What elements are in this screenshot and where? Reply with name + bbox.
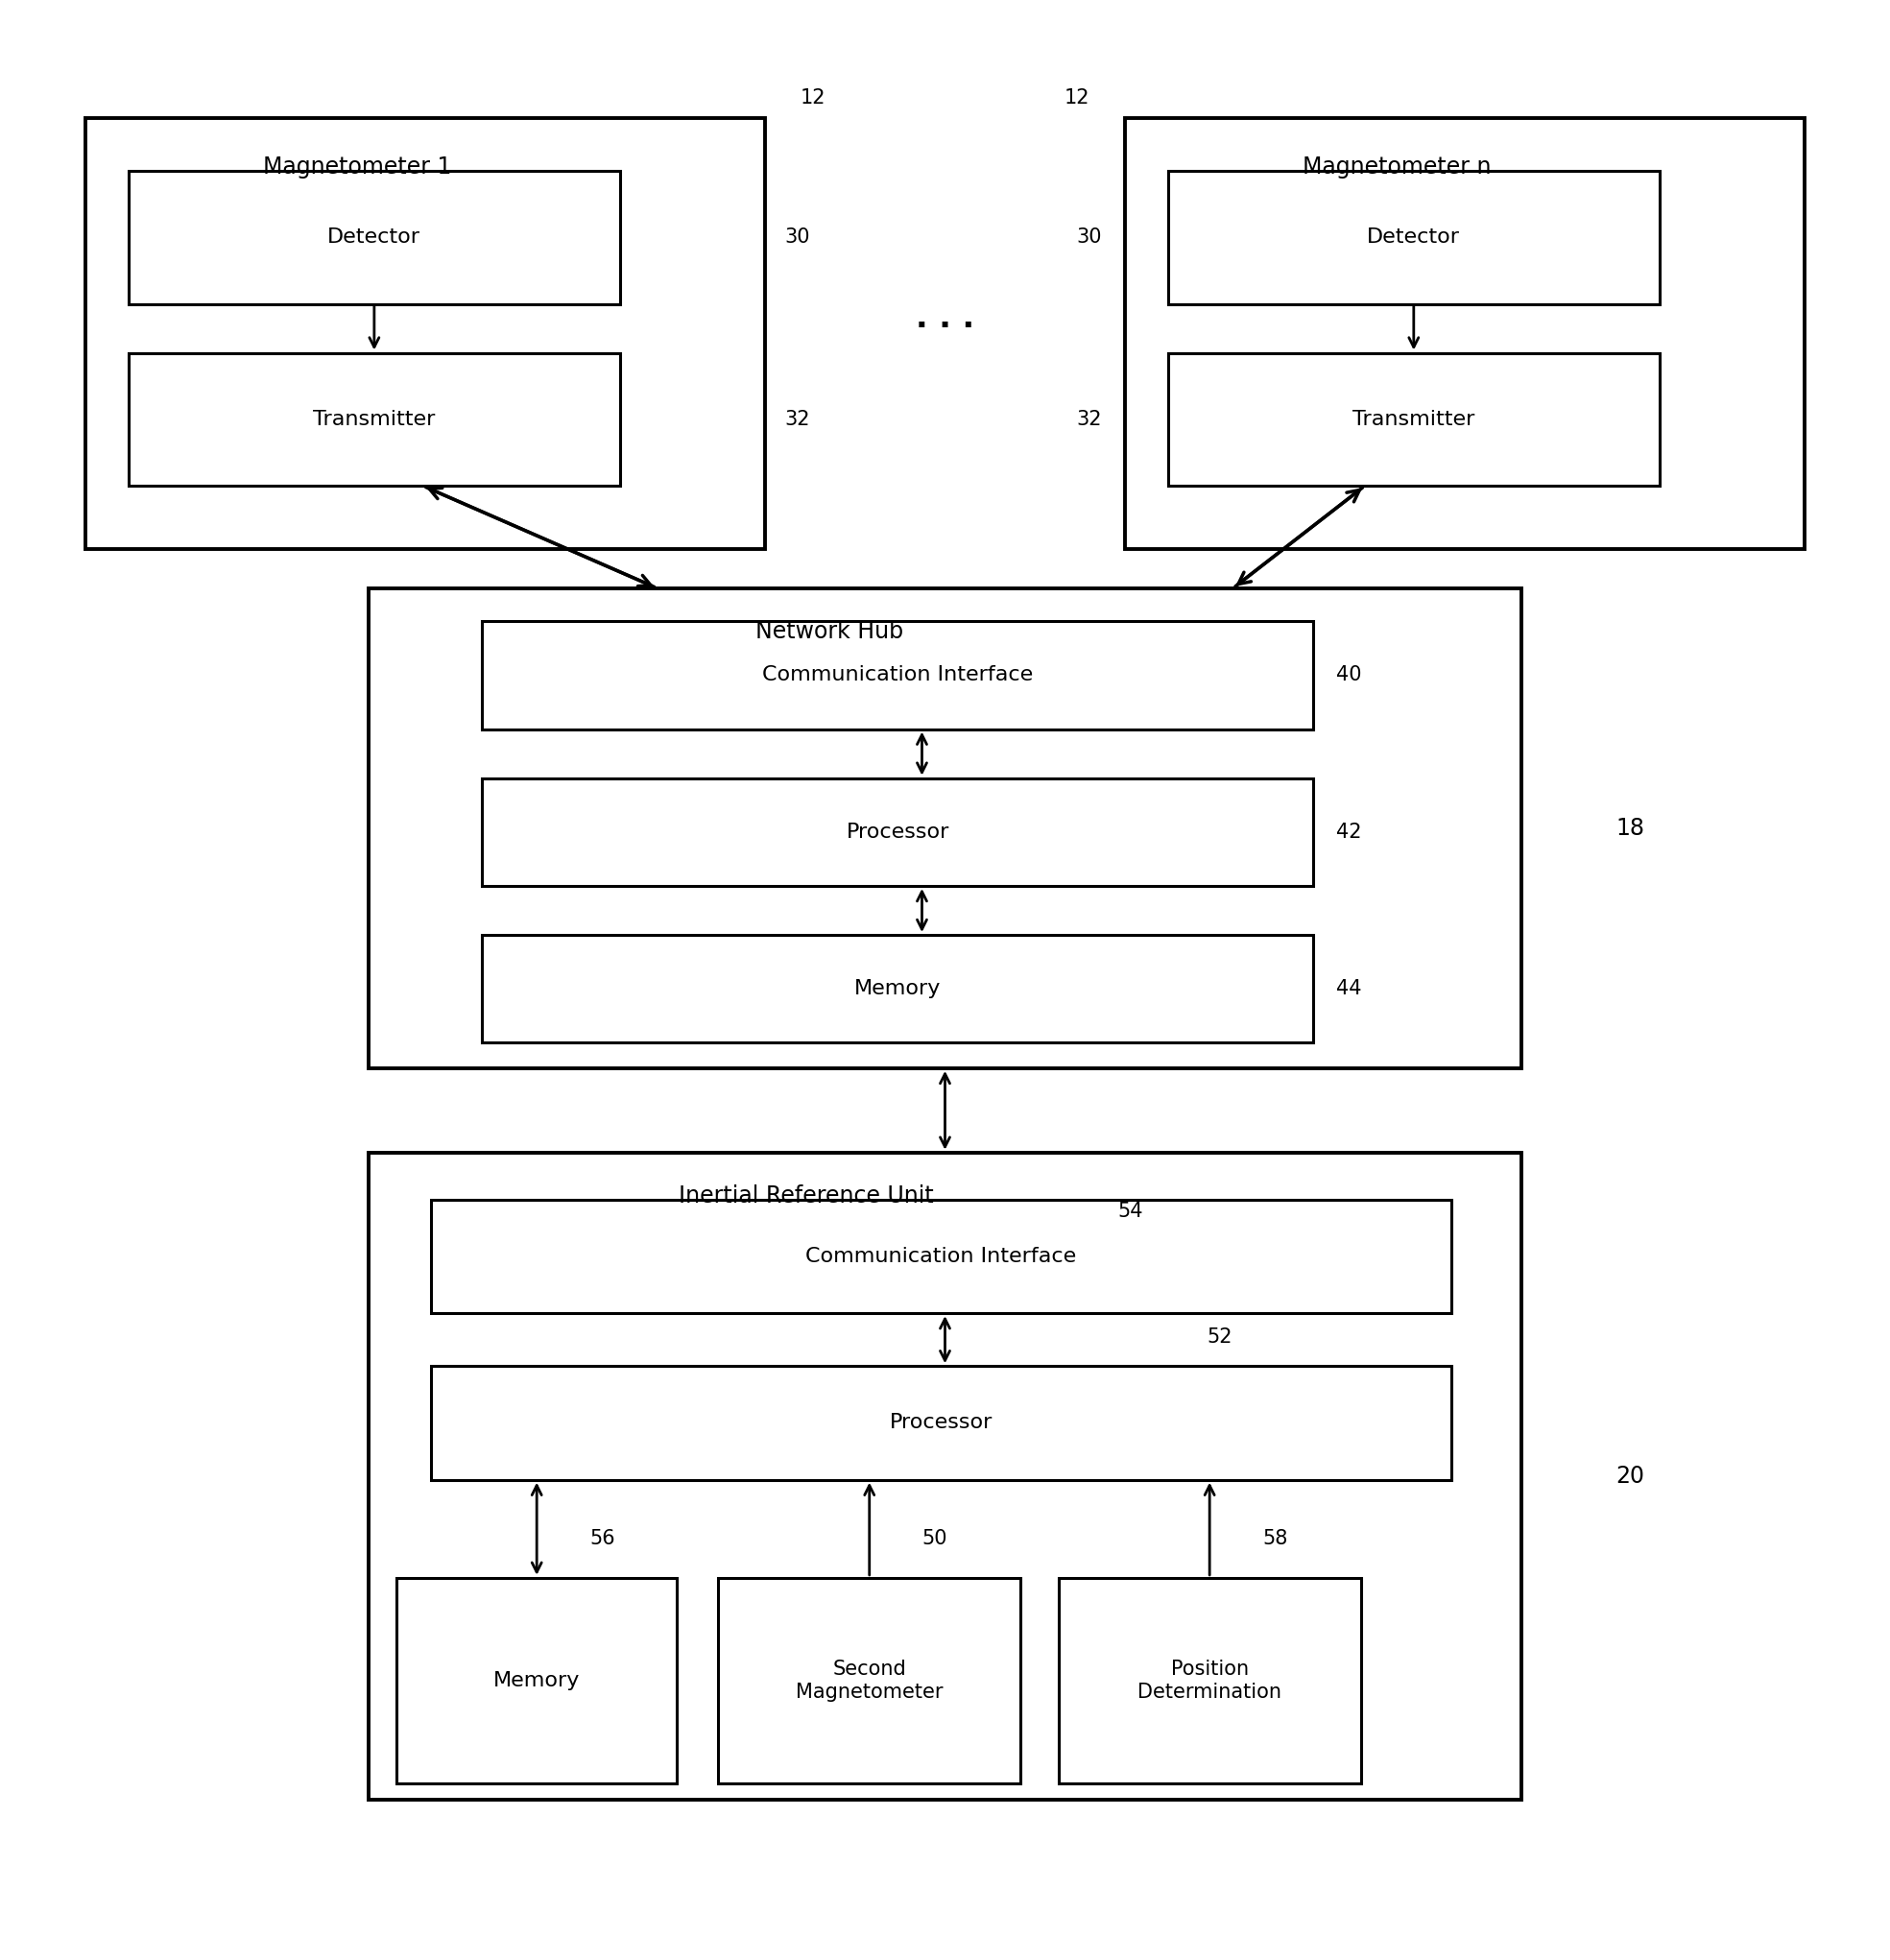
Text: Transmitter: Transmitter — [314, 410, 435, 429]
FancyBboxPatch shape — [718, 1578, 1021, 1784]
FancyBboxPatch shape — [1168, 171, 1659, 304]
Text: 12: 12 — [799, 88, 826, 108]
Text: Transmitter: Transmitter — [1353, 410, 1474, 429]
Text: 52: 52 — [1206, 1327, 1232, 1347]
FancyBboxPatch shape — [129, 353, 620, 486]
Text: Position
Determination: Position Determination — [1138, 1660, 1281, 1701]
Text: 44: 44 — [1336, 980, 1361, 998]
Text: Communication Interface: Communication Interface — [762, 666, 1034, 684]
Text: 30: 30 — [784, 227, 809, 247]
Text: Processor: Processor — [847, 823, 949, 841]
FancyBboxPatch shape — [482, 935, 1314, 1043]
Text: 54: 54 — [1119, 1201, 1143, 1221]
Text: Detector: Detector — [327, 227, 421, 247]
Text: 32: 32 — [784, 410, 809, 429]
FancyBboxPatch shape — [369, 1152, 1521, 1799]
Text: 40: 40 — [1336, 666, 1361, 684]
Text: 42: 42 — [1336, 823, 1361, 841]
Text: Network Hub: Network Hub — [756, 619, 903, 643]
FancyBboxPatch shape — [397, 1578, 677, 1784]
Text: 12: 12 — [1064, 88, 1091, 108]
Text: 18: 18 — [1616, 817, 1644, 839]
Text: Memory: Memory — [493, 1672, 580, 1690]
Text: Magnetometer n: Magnetometer n — [1302, 155, 1491, 178]
FancyBboxPatch shape — [369, 588, 1521, 1068]
Text: 32: 32 — [1077, 410, 1102, 429]
Text: . . .: . . . — [915, 302, 975, 335]
FancyBboxPatch shape — [431, 1366, 1452, 1480]
Text: Second
Magnetometer: Second Magnetometer — [796, 1660, 943, 1701]
Text: Communication Interface: Communication Interface — [805, 1247, 1077, 1266]
Text: 20: 20 — [1616, 1464, 1644, 1488]
FancyBboxPatch shape — [482, 778, 1314, 886]
Text: Detector: Detector — [1366, 227, 1461, 247]
Text: Inertial Reference Unit: Inertial Reference Unit — [679, 1184, 934, 1207]
FancyBboxPatch shape — [1125, 118, 1805, 549]
Text: 50: 50 — [922, 1529, 947, 1548]
Text: Memory: Memory — [854, 980, 941, 998]
Text: Processor: Processor — [890, 1413, 992, 1433]
FancyBboxPatch shape — [482, 621, 1314, 729]
Text: Magnetometer 1: Magnetometer 1 — [263, 155, 452, 178]
Text: 56: 56 — [590, 1529, 616, 1548]
Text: 30: 30 — [1077, 227, 1102, 247]
FancyBboxPatch shape — [431, 1200, 1452, 1313]
FancyBboxPatch shape — [85, 118, 765, 549]
Text: 58: 58 — [1263, 1529, 1287, 1548]
FancyBboxPatch shape — [129, 171, 620, 304]
FancyBboxPatch shape — [1058, 1578, 1361, 1784]
FancyBboxPatch shape — [1168, 353, 1659, 486]
